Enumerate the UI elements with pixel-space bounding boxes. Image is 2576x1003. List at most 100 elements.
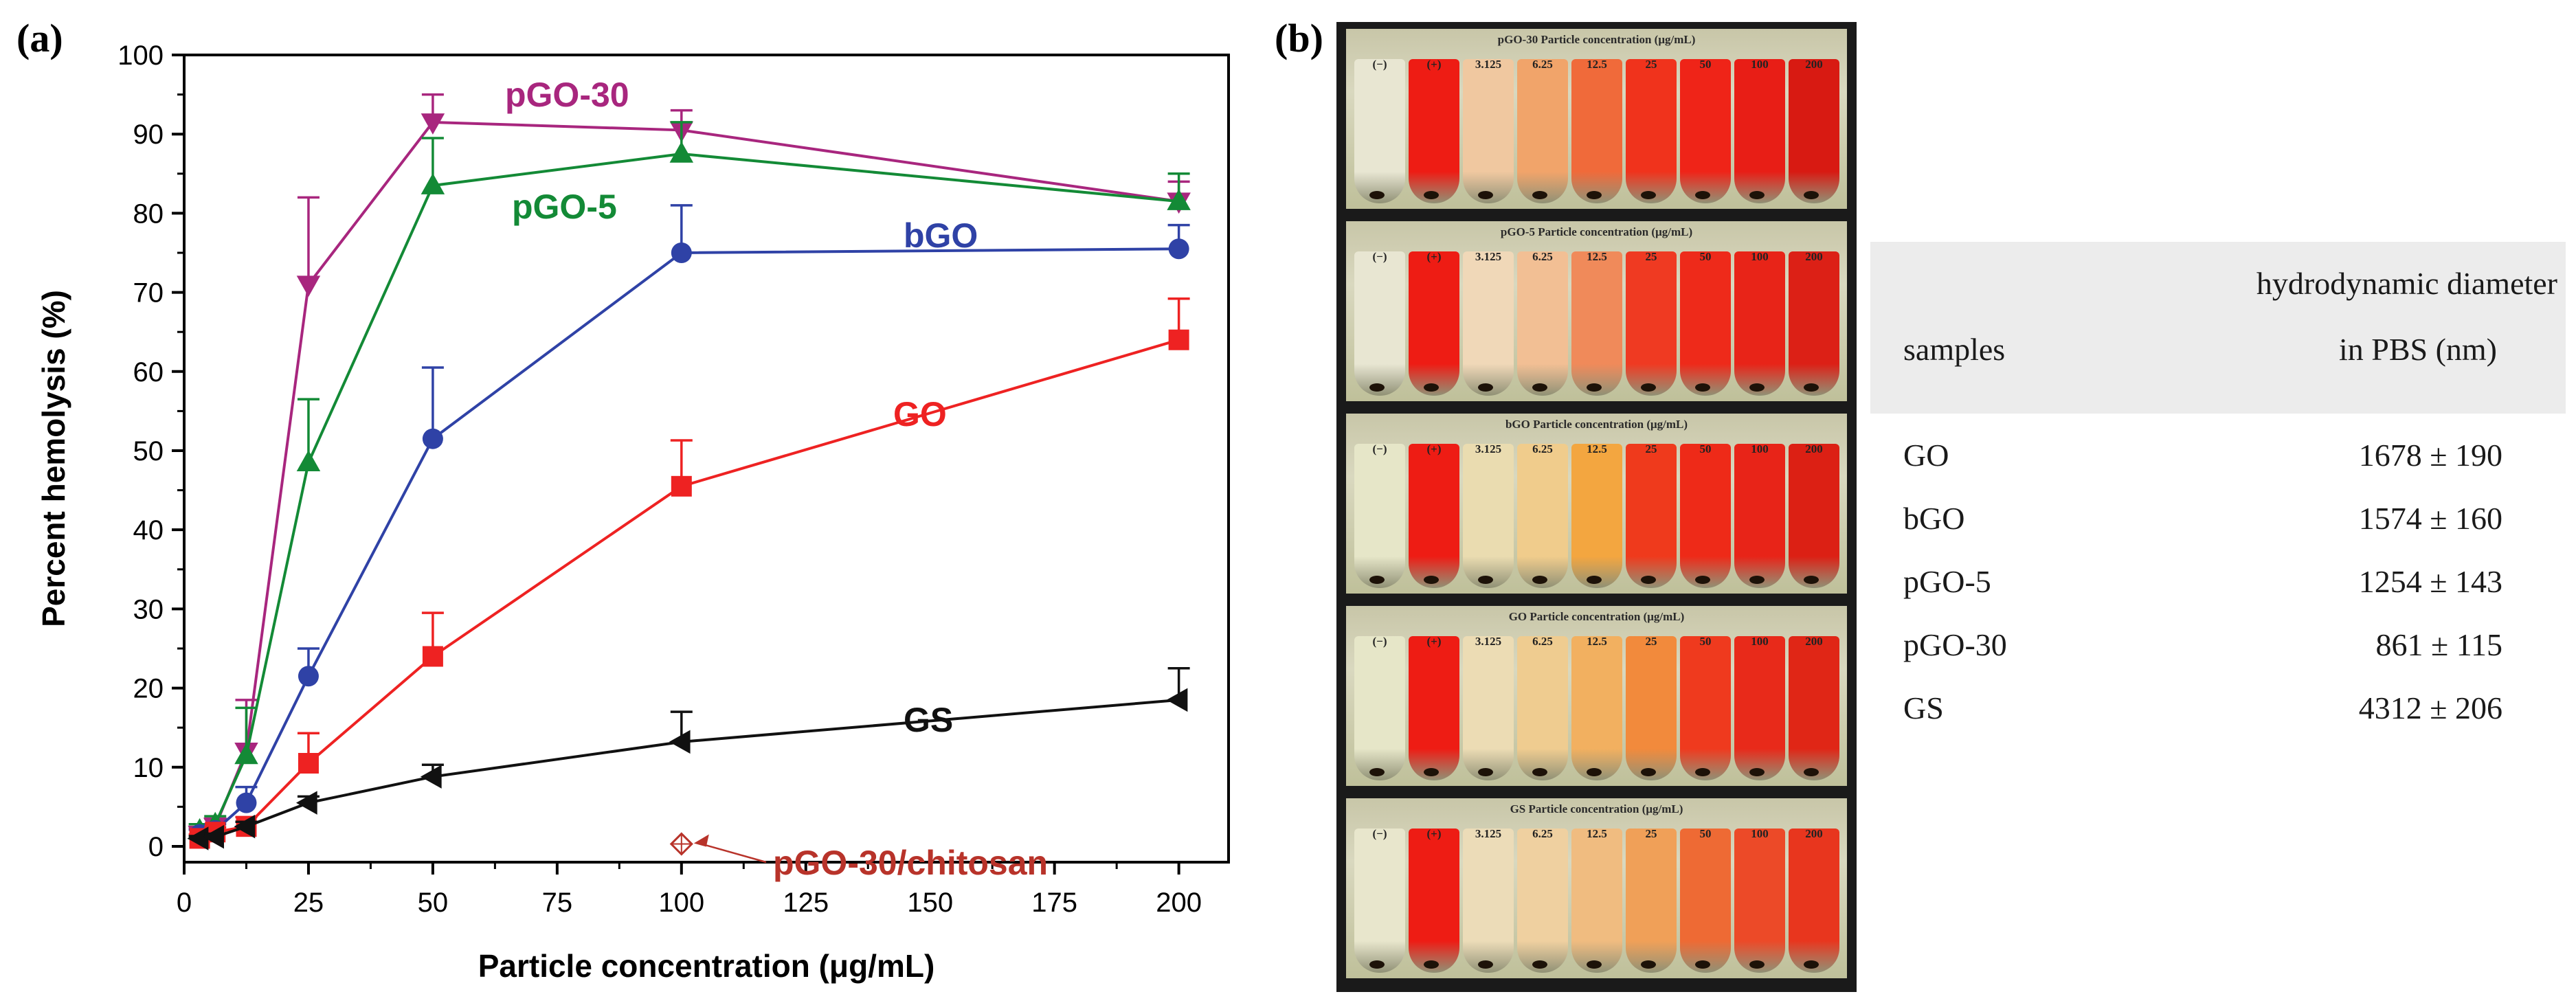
sample-tube: 12.5 [1571,827,1622,973]
tube-label: 12.5 [1587,58,1607,71]
data-point-gs [669,730,691,754]
header-diameter-line1: hydrodynamic diameter [2256,266,2557,301]
table-body: GO 1678 ± 190 bGO 1574 ± 160 pGO-5 1254 ± 143… [1870,414,2566,746]
tube-pellet [1804,383,1819,392]
plot-frame [183,54,1230,864]
sample-tube: (−) [1354,250,1405,396]
row-sample: GO [1903,438,1949,473]
sample-tube: 200 [1789,827,1839,973]
data-point-gs [420,765,442,789]
data-point-go [298,753,319,774]
annotation-label: GS [904,701,953,739]
sample-tube: 100 [1734,827,1785,973]
tube-label: 25 [1645,250,1657,263]
tube-pellet [1369,768,1385,776]
sample-tube: 6.25 [1517,442,1568,588]
sample-tube: 100 [1734,442,1785,588]
photo-strip: GS Particle concentration (μg/mL) (−) (+) 3… [1346,798,1847,978]
data-point-go [671,475,692,497]
strip-title: GO Particle concentration (μg/mL) [1508,610,1685,623]
hemolysis-chart: 0 25 50 75 100 125 150 175 200 0 10 20 30 40 50 60 70 80 9… [36,41,1230,984]
tube-pellet [1695,768,1710,776]
tube-label: 6.25 [1532,250,1553,263]
sample-tube: (+) [1409,442,1459,588]
sample-tube: 12.5 [1571,58,1622,203]
data-point-pgo-30-chitosan [669,832,693,856]
tube-label: (−) [1372,827,1387,840]
sample-tube: 100 [1734,250,1785,396]
sample-tube: 12.5 [1571,250,1622,396]
x-tick-label: 75 [542,888,573,918]
annotation-label: pGO-30 [505,76,629,114]
sample-tube: 50 [1680,58,1731,203]
tube-label: 3.125 [1475,58,1502,71]
y-tick-label: 50 [133,436,164,466]
chitosan-arrow-head [693,834,709,847]
tube-label: 12.5 [1587,442,1607,455]
data-point-gs [203,824,224,849]
tube-pellet [1369,383,1385,392]
y-tick-label: 30 [133,594,164,624]
tube-pellet [1587,768,1602,776]
sample-tube: (−) [1354,827,1405,973]
table-row: pGO-5 1254 ± 143 [1870,556,2566,620]
tube-pellet [1749,191,1765,199]
tube-pellet [1424,768,1439,776]
row-sample: bGO [1903,501,1965,536]
tube-label: 100 [1751,58,1769,71]
sample-tube: 6.25 [1517,827,1568,973]
tube-label: (−) [1372,635,1387,648]
tube-label: 200 [1805,635,1823,648]
sample-tube: 3.125 [1463,250,1514,396]
photo-strip: pGO-30 Particle concentration (μg/mL) (−)… [1346,29,1847,209]
data-point-bgo [298,666,319,687]
tube-pellet [1804,191,1819,199]
tube-label: 3.125 [1475,442,1502,455]
photo-strip: bGO Particle concentration (μg/mL) (−) (+)… [1346,414,1847,594]
data-point-gs [295,791,317,815]
photo-strip: pGO-5 Particle concentration (μg/mL) (−) (… [1346,221,1847,401]
strip-title: pGO-30 Particle concentration (μg/mL) [1497,33,1696,46]
tube-pellet [1641,768,1656,776]
y-tick-label: 80 [133,199,164,229]
x-tick-label: 125 [783,888,829,918]
strip-title: GS Particle concentration (μg/mL) [1510,802,1683,815]
sample-tube: (−) [1354,58,1405,203]
sample-tube: 100 [1734,635,1785,780]
sample-tube: 25 [1626,827,1677,973]
data-point-bgo [671,242,692,263]
sample-tube: 6.25 [1517,635,1568,780]
tube-label: 200 [1805,442,1823,455]
x-tick-label: 50 [418,888,449,918]
tube-pellet [1424,960,1439,969]
annotation-label: pGO-30/chitosan [773,844,1048,882]
sample-tube: 200 [1789,635,1839,780]
data-point-pgo-30 [296,275,321,297]
header-samples: samples [1903,332,2006,367]
header-diameter-line2: in PBS (nm) [2338,332,2497,367]
sample-tube: 25 [1626,250,1677,396]
tube-pellet [1749,576,1765,584]
table-row: GO 1678 ± 190 [1870,430,2566,493]
tube-label: 25 [1645,635,1657,648]
sample-tube: 3.125 [1463,442,1514,588]
data-point-gs [234,814,256,839]
tube-label: 200 [1805,58,1823,71]
tube-pellet [1424,383,1439,392]
y-tick-label: 60 [133,357,164,387]
annotation-label: bGO [904,216,978,255]
sample-tube: 25 [1626,58,1677,203]
sample-tube: 100 [1734,58,1785,203]
tube-pellet [1695,191,1710,199]
tube-pellet [1804,960,1819,969]
x-tick-label: 175 [1031,888,1077,918]
tube-label: 6.25 [1532,58,1553,71]
sample-tube: 50 [1680,442,1731,588]
tube-label: 25 [1645,827,1657,840]
tube-pellet [1641,576,1656,584]
strip-title: bGO Particle concentration (μg/mL) [1505,418,1688,431]
tube-label: 50 [1699,827,1712,840]
tube-pellet [1478,191,1493,199]
x-tick-label: 150 [907,888,953,918]
sample-tube: 6.25 [1517,250,1568,396]
